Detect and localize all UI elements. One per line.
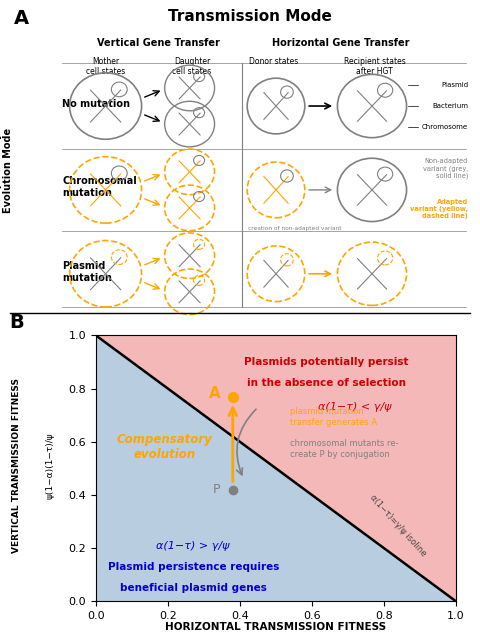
Text: Compensatory
evolution: Compensatory evolution	[117, 433, 212, 461]
Text: chromosomal mutants re-
create P by conjugation: chromosomal mutants re- create P by conj…	[290, 439, 399, 458]
Text: P: P	[213, 483, 220, 496]
Text: A: A	[208, 387, 220, 401]
Text: Non-adapted
variant (grey,
solid line): Non-adapted variant (grey, solid line)	[423, 158, 468, 179]
Text: in the absence of selection: in the absence of selection	[247, 379, 406, 388]
Text: Plasmids potentially persist: Plasmids potentially persist	[244, 357, 408, 367]
Text: Recipient states
after HGT: Recipient states after HGT	[344, 57, 405, 77]
Text: ψ(1−α)(1−τ)/ψ: ψ(1−α)(1−τ)/ψ	[46, 432, 55, 499]
Text: B: B	[10, 313, 24, 332]
Text: Chromosomal
mutation: Chromosomal mutation	[62, 176, 137, 197]
Text: Mother
cell states: Mother cell states	[86, 57, 125, 77]
Text: No mutation: No mutation	[62, 99, 131, 110]
Text: Daughter
cell states: Daughter cell states	[172, 57, 212, 77]
Text: α(1−τ) < γ/ψ: α(1−τ) < γ/ψ	[318, 403, 392, 412]
X-axis label: HORIZONTAL TRANSMISSION FITNESS
γ/ψ: HORIZONTAL TRANSMISSION FITNESS γ/ψ	[166, 622, 386, 633]
Text: Vertical Gene Transfer: Vertical Gene Transfer	[97, 38, 220, 48]
Text: creation of non-adapted variant: creation of non-adapted variant	[249, 227, 342, 231]
Text: Adapted
variant (yellow,
dashed line): Adapted variant (yellow, dashed line)	[410, 199, 468, 220]
Text: Donor states: Donor states	[249, 57, 298, 66]
Text: α(1−τ) > γ/ψ: α(1−τ) > γ/ψ	[156, 541, 230, 551]
Text: plasmid mutation
transfer generates A: plasmid mutation transfer generates A	[290, 407, 378, 427]
Text: beneficial plasmid genes: beneficial plasmid genes	[120, 583, 266, 593]
Text: α(1−τ)=γ/ψ isoline: α(1−τ)=γ/ψ isoline	[368, 493, 428, 558]
Text: Chromosome: Chromosome	[422, 123, 468, 130]
Text: Horizontal Gene Transfer: Horizontal Gene Transfer	[272, 38, 409, 48]
Text: Plasmid: Plasmid	[441, 82, 468, 89]
Text: Bacterium: Bacterium	[432, 103, 468, 109]
Text: Plasmid persistence requires: Plasmid persistence requires	[108, 562, 279, 572]
Text: A: A	[14, 9, 30, 28]
Text: Plasmid
mutation: Plasmid mutation	[62, 261, 112, 283]
Text: VERTICAL TRANSMISSION FITNESS: VERTICAL TRANSMISSION FITNESS	[12, 378, 21, 553]
Text: Compensatory
Evolution Mode: Compensatory Evolution Mode	[0, 128, 13, 213]
Text: Transmission Mode: Transmission Mode	[168, 9, 332, 25]
